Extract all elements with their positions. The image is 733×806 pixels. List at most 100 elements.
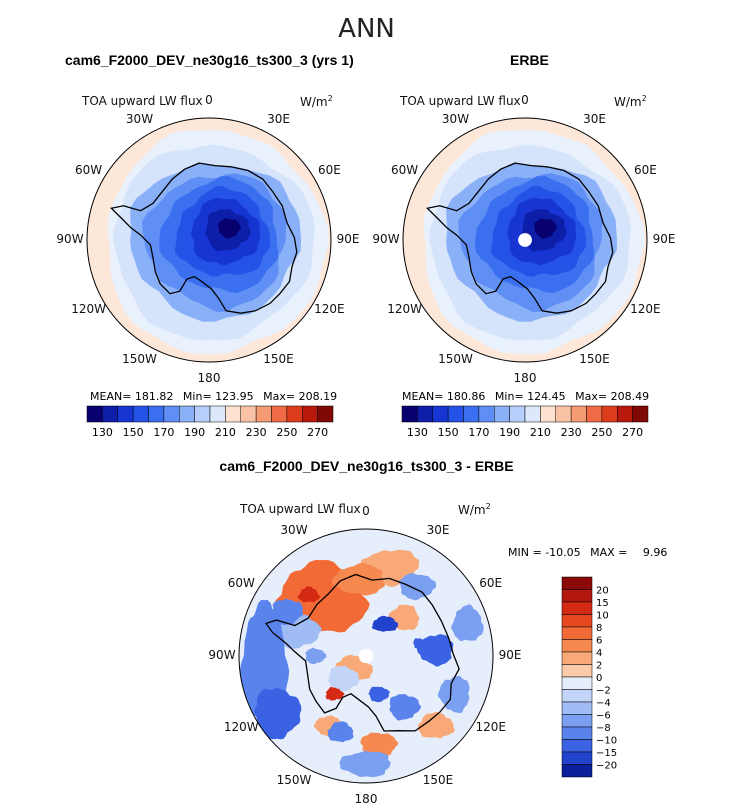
- field-band: [159, 176, 278, 293]
- longitude-label: 180: [513, 371, 537, 385]
- field-band-outer: [87, 118, 331, 362]
- colorbar-swatch: [540, 405, 556, 423]
- field-anomaly-cool: [416, 634, 454, 667]
- colorbar-swatch: [561, 751, 593, 765]
- polar-hole: [518, 233, 532, 247]
- longitude-label: 60W: [227, 576, 255, 590]
- field-anomaly-cool: [239, 600, 290, 717]
- colorbar-swatch: [561, 576, 593, 590]
- map-field: [403, 118, 647, 362]
- units-text: W/m: [300, 95, 328, 109]
- max-value: 208.49: [610, 390, 650, 403]
- field-anomaly-cool: [339, 751, 391, 778]
- longitude-label: 90W: [372, 232, 400, 246]
- field-band: [458, 173, 603, 313]
- colorbar-tick-label: 210: [215, 426, 236, 439]
- min-value: 123.95: [215, 390, 254, 403]
- longitude-label: 60E: [317, 162, 341, 177]
- coastline: [264, 573, 460, 732]
- units-exponent: 2: [641, 94, 647, 103]
- colorbar-tick-label: 230: [561, 426, 582, 439]
- longitude-label: 0: [521, 93, 529, 107]
- colorbar-swatch: [463, 405, 480, 423]
- coastline: [110, 162, 298, 314]
- colorbar-swatch: [561, 601, 593, 615]
- colorbar-tick-label: 250: [276, 426, 297, 439]
- field-anomaly-cool: [451, 604, 484, 642]
- colorbar-tick-label: 270: [307, 426, 328, 439]
- colorbar-swatch: [561, 664, 593, 678]
- figure-suptitle: ANN: [338, 14, 395, 44]
- longitude-label: 150E: [422, 772, 454, 787]
- field-band: [113, 144, 315, 341]
- field-band-outer: [403, 118, 647, 362]
- colorbar-swatch: [447, 405, 464, 423]
- field-anomaly-warm: [332, 563, 385, 596]
- mean-label: MEAN=: [90, 390, 132, 403]
- colorbar-tick-label: −15: [596, 748, 617, 759]
- longitude-label: 90W: [56, 232, 84, 246]
- longitude-label: 90E: [498, 648, 522, 662]
- colorbar-swatch: [194, 405, 211, 423]
- colorbar-swatch: [555, 405, 572, 423]
- field-band: [491, 186, 587, 277]
- longitude-label: 60W: [391, 162, 419, 177]
- longitude-label: 90E: [652, 232, 676, 246]
- coastline: [426, 162, 614, 314]
- polar-map: [238, 528, 494, 784]
- field-anomaly-cool: [254, 687, 302, 740]
- field-anomaly-cool: [368, 686, 390, 703]
- field-band: [446, 163, 617, 322]
- colorbar-swatch: [286, 405, 303, 423]
- field-anomaly-warm: [387, 604, 420, 631]
- variable-label: TOA upward LW flux: [400, 94, 521, 108]
- colorbar-tick-label: −2: [596, 686, 611, 697]
- units-exponent: 2: [327, 94, 333, 103]
- colorbar-tick-label: 170: [468, 426, 489, 439]
- longitude-label: 150W: [276, 772, 312, 787]
- colorbar-tick-label: 150: [438, 426, 459, 439]
- longitude-label: 120W: [71, 301, 106, 316]
- panel-model: cam6_F2000_DEV_ne30g16_ts300_3 (yrs 1) T…: [56, 52, 359, 439]
- panel-title: ERBE: [510, 52, 549, 68]
- colorbar-swatch: [561, 739, 593, 753]
- colorbar-swatch: [209, 405, 226, 423]
- field-band: [423, 129, 645, 355]
- colorbar: 130 150 170 190 210 230 250 270: [401, 405, 649, 439]
- colorbar-tick-label: 230: [246, 426, 267, 439]
- field-anomaly-cool: [389, 694, 422, 721]
- colorbar-tick-label: 6: [596, 636, 602, 647]
- field-anomaly-warm: [360, 732, 399, 759]
- min-label: Min=: [494, 390, 524, 403]
- field-anomaly-cool: [399, 572, 437, 601]
- colorbar-swatch: [561, 626, 593, 640]
- field-anomaly-warm: [328, 665, 360, 692]
- longitude-label: 150W: [438, 352, 473, 367]
- colorbar-swatch: [561, 714, 593, 728]
- colorbar-swatch: [617, 405, 633, 423]
- colorbar: 130 150 170 190 210 230 250 270: [86, 405, 334, 439]
- min-value: 124.45: [527, 390, 566, 403]
- colorbar-tick-label: 190: [499, 426, 520, 439]
- colorbar-tick-label: −10: [596, 736, 617, 747]
- colorbar-tick-label: −4: [596, 698, 611, 709]
- longitude-label: 150E: [263, 352, 294, 367]
- min-label: MIN =: [508, 546, 542, 559]
- colorbar-swatch: [561, 701, 593, 715]
- field-anomaly-cool: [327, 721, 354, 743]
- colorbar-tick-label: 2: [596, 661, 602, 672]
- colorbar-swatch: [509, 405, 526, 423]
- colorbar-swatch: [601, 405, 618, 423]
- stats-line: MEAN= 180.86 Min= 124.45 Max= 208.49: [402, 390, 649, 403]
- field-anomaly-strong: [325, 687, 345, 701]
- colorbar-tick-label: 15: [596, 598, 609, 609]
- units-label: W/m2: [614, 94, 647, 109]
- panel-title: cam6_F2000_DEV_ne30g16_ts300_3 - ERBE: [219, 458, 514, 474]
- field-anomaly-warm: [274, 611, 322, 649]
- colorbar-swatch: [561, 589, 593, 603]
- field-band: [507, 198, 577, 266]
- longitude-label: 120W: [223, 720, 259, 734]
- max-label: Max=: [575, 390, 608, 403]
- field-band: [205, 208, 251, 252]
- colorbar-tick-label: 10: [596, 611, 609, 622]
